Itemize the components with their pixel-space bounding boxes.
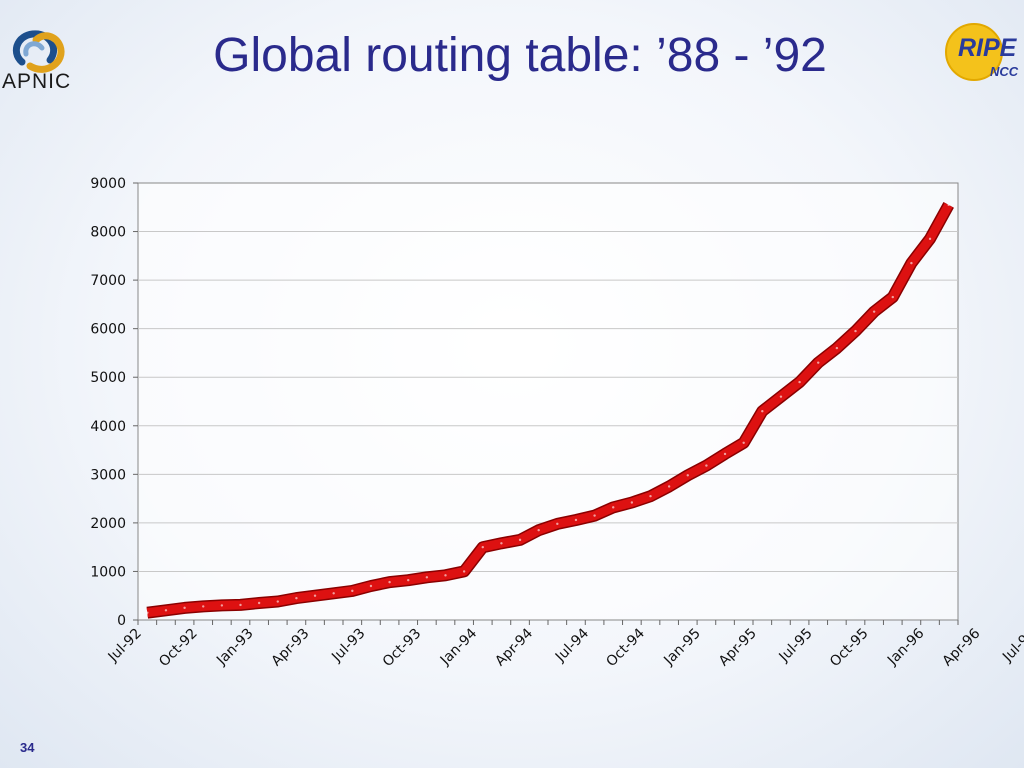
y-tick-label: 0 (117, 613, 126, 629)
y-tick-label: 8000 (90, 225, 126, 241)
x-tick-label: Jan-94 (437, 625, 481, 669)
x-tick-label: Jan-96 (884, 625, 928, 669)
x-tick-label: Oct-93 (380, 626, 425, 671)
y-axis-ticks: 0 1000 2000 3000 4000 5000 6000 7000 8000 9000 (90, 176, 138, 629)
data-point (257, 601, 261, 605)
data-point (630, 501, 634, 504)
data-point (872, 310, 876, 313)
data-point (202, 605, 205, 608)
apnic-swirl-icon (13, 30, 65, 73)
data-point (369, 584, 373, 588)
data-point (742, 441, 745, 444)
ripe-logo-text: RIPE (958, 34, 1017, 62)
y-tick-label: 2000 (90, 516, 126, 532)
grid-lines (138, 231, 958, 572)
data-point (556, 522, 559, 526)
x-axis-ticks: Jul-92 Oct-92 Jan-93 Apr-93 Jul-93 Oct-93 Jan-… (105, 619, 1024, 671)
data-point (481, 545, 484, 549)
data-point (761, 410, 764, 413)
y-tick-label: 5000 (90, 370, 126, 386)
data-point (164, 609, 168, 612)
data-point (686, 474, 689, 477)
data-point (239, 603, 242, 607)
series-line (146, 202, 954, 619)
series-line-path (146, 202, 953, 618)
data-point (183, 606, 186, 610)
slide-title: Global routing table: ’88 - ’92 (213, 29, 827, 82)
data-point (705, 464, 708, 467)
x-tick-label: Apr-93 (269, 626, 313, 670)
ripe-ncc-logo (938, 22, 1024, 84)
data-point (835, 346, 839, 350)
apnic-logo (0, 14, 90, 99)
data-point (276, 600, 279, 603)
x-tick-label: Apr-96 (939, 625, 983, 669)
x-tick-label: Jan-95 (660, 626, 703, 669)
x-tick-label: Jul-93 (328, 626, 368, 666)
x-tick-label: Jul-96 (999, 625, 1024, 665)
y-tick-label: 6000 (90, 322, 126, 338)
data-point (462, 570, 466, 573)
x-tick-label: Jul-92 (105, 626, 145, 666)
data-point (612, 506, 615, 509)
x-tick-label: Apr-94 (492, 625, 536, 669)
x-tick-label: Oct-95 (827, 626, 872, 671)
data-point (574, 518, 578, 522)
x-tick-label: Oct-94 (603, 625, 648, 670)
page-number: 34 (20, 740, 35, 755)
data-point (649, 494, 652, 498)
data-point (723, 452, 727, 456)
y-tick-label: 4000 (90, 419, 126, 435)
data-point (891, 295, 894, 299)
y-tick-label: 9000 (90, 176, 126, 192)
apnic-logo-text: APNIC (2, 70, 72, 93)
data-point (854, 329, 857, 333)
data-point (798, 380, 801, 384)
data-point (593, 514, 596, 517)
data-point (444, 574, 447, 577)
data-point (425, 576, 429, 579)
data-point (928, 237, 932, 241)
x-tick-label: Jan-93 (213, 626, 256, 669)
ncc-logo-text: NCC (990, 64, 1019, 79)
plot-area (137, 182, 959, 621)
data-point (537, 528, 540, 532)
data-point (779, 395, 783, 398)
data-point (947, 203, 950, 207)
data-point (295, 596, 298, 600)
data-point (146, 611, 149, 614)
data-point (817, 361, 820, 364)
data-point (388, 580, 391, 584)
data-point (407, 578, 410, 582)
x-tick-label: Oct-92 (156, 626, 201, 671)
data-point (332, 592, 335, 595)
data-point (910, 261, 913, 265)
x-tick-label: Jul-94 (552, 625, 592, 665)
data-point (351, 589, 354, 593)
y-tick-label: 7000 (90, 273, 126, 289)
x-tick-label: Jul-95 (776, 626, 816, 666)
data-point (500, 542, 503, 545)
y-tick-label: 1000 (90, 564, 126, 580)
y-tick-label: 3000 (90, 467, 126, 483)
data-point (313, 594, 317, 597)
data-point (220, 604, 224, 607)
ripe-globe-icon (946, 24, 1002, 80)
x-tick-label: Apr-95 (716, 626, 760, 670)
data-point (518, 538, 522, 542)
data-point (667, 485, 671, 488)
